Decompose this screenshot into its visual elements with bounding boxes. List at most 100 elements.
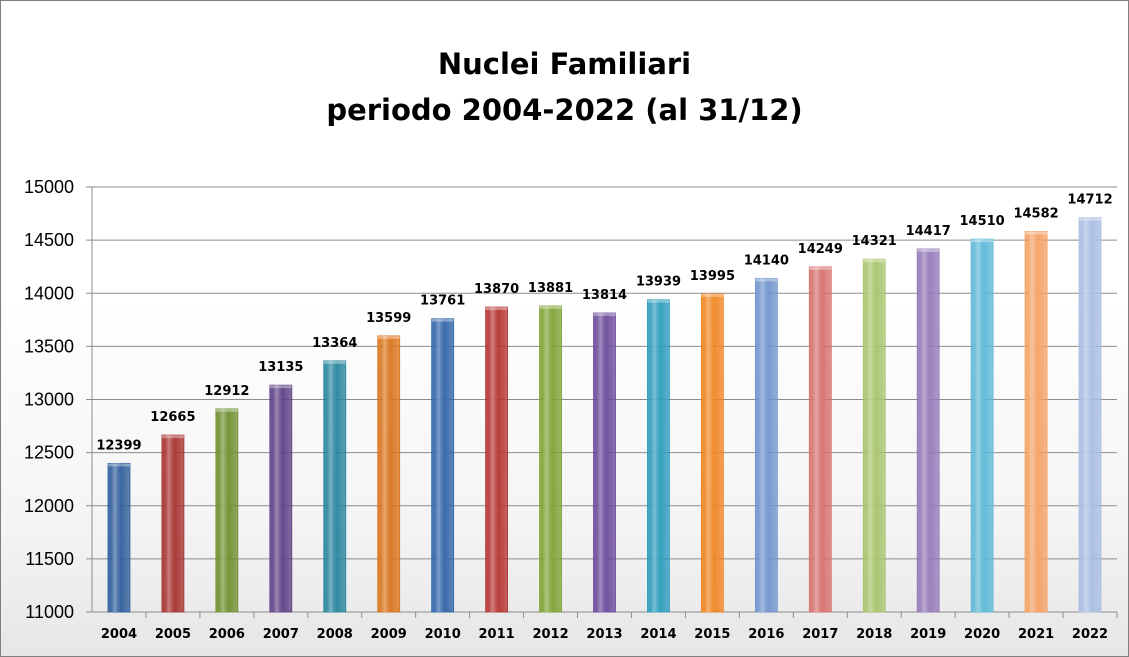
data-label: 14510 xyxy=(960,214,1005,229)
x-tick-label: 2013 xyxy=(586,627,622,642)
chart-title-line-2: periodo 2004-2022 (al 31/12) xyxy=(326,93,803,127)
x-tick-label: 2015 xyxy=(694,627,730,642)
chart-title-line-1: Nuclei Familiari xyxy=(437,47,692,81)
y-tick-label: 11000 xyxy=(25,602,74,622)
bar-cap xyxy=(539,305,562,309)
y-tick-label: 12000 xyxy=(24,496,74,516)
bar-highlight xyxy=(1082,217,1092,612)
data-label: 14417 xyxy=(906,224,951,239)
x-tick-label: 2007 xyxy=(263,627,299,642)
data-label: 12399 xyxy=(96,438,141,453)
bar-cap xyxy=(377,335,400,339)
bar-highlight xyxy=(866,259,877,612)
data-label: 13870 xyxy=(474,282,519,297)
bar-2004 xyxy=(107,462,131,613)
data-label: 13939 xyxy=(636,275,681,290)
bar-2022 xyxy=(1078,217,1102,613)
data-label: 14140 xyxy=(744,253,789,268)
bar-cap xyxy=(215,408,238,412)
bar-cap xyxy=(269,385,292,389)
bar-highlight xyxy=(650,299,661,612)
bar-cap xyxy=(971,239,994,243)
y-tick-label: 15000 xyxy=(24,177,74,197)
x-tick-label: 2020 xyxy=(964,627,1000,642)
bar-highlight xyxy=(380,335,391,612)
data-label: 13364 xyxy=(312,336,357,351)
bar-highlight xyxy=(488,307,499,612)
bar-highlight xyxy=(974,239,985,612)
bar-2014 xyxy=(647,299,670,613)
y-tick-label: 11500 xyxy=(25,549,74,569)
bar-cap xyxy=(917,248,940,252)
bar-highlight xyxy=(272,385,283,612)
chart-title: Nuclei Familiari periodo 2004-2022 (al 3… xyxy=(1,41,1128,133)
x-tick-label: 2009 xyxy=(371,627,407,642)
x-tick-label: 2022 xyxy=(1072,627,1108,642)
bar-2007 xyxy=(269,384,293,613)
bar-cap xyxy=(1079,217,1102,221)
labels: 11000 11500 12000 12500 13000 13500 14000 14500… xyxy=(24,177,1113,642)
bar-2015 xyxy=(700,293,724,613)
bar-cap xyxy=(323,360,346,364)
x-tick-label: 2021 xyxy=(1018,627,1054,642)
bar-cap xyxy=(755,278,778,282)
x-tick-label: 2006 xyxy=(209,627,245,642)
y-tick-label: 14000 xyxy=(24,283,74,303)
bar-cap xyxy=(701,293,724,297)
x-tick-label: 2010 xyxy=(425,627,461,642)
x-tick-label: 2008 xyxy=(317,627,353,642)
bar-cap xyxy=(647,299,670,303)
bars xyxy=(107,217,1102,613)
bar-highlight xyxy=(164,435,175,612)
bar-2006 xyxy=(215,408,239,613)
data-label: 13135 xyxy=(258,360,303,375)
x-tick-label: 2014 xyxy=(640,627,676,642)
bar-highlight xyxy=(920,248,931,612)
data-label: 13761 xyxy=(420,294,465,309)
bar-2009 xyxy=(377,335,401,613)
bar-2017 xyxy=(808,266,832,613)
data-label: 13881 xyxy=(528,281,573,296)
data-label: 12665 xyxy=(150,410,195,425)
bar-cap xyxy=(485,307,508,311)
bar-cap xyxy=(863,259,886,263)
bar-2013 xyxy=(593,312,616,613)
bar-2020 xyxy=(970,238,994,613)
bar-highlight xyxy=(704,293,715,612)
bar-2012 xyxy=(539,305,562,613)
bar-2016 xyxy=(754,277,778,613)
x-tick-label: 2012 xyxy=(532,627,568,642)
bar-cap xyxy=(1025,231,1048,235)
bar-2010 xyxy=(431,318,455,613)
bar-highlight xyxy=(326,360,337,612)
bar-2018 xyxy=(862,258,886,613)
data-label: 13814 xyxy=(582,288,627,303)
data-label: 13599 xyxy=(366,311,411,326)
bar-2019 xyxy=(916,248,940,613)
y-tick-label: 12500 xyxy=(24,443,74,463)
data-label: 14582 xyxy=(1013,206,1058,221)
bar-highlight xyxy=(1028,231,1038,612)
bar-cap xyxy=(107,463,130,467)
x-tick-label: 2004 xyxy=(101,627,137,642)
data-label: 14712 xyxy=(1067,193,1112,208)
x-tick-label: 2018 xyxy=(856,627,892,642)
bar-highlight xyxy=(758,278,769,612)
y-tick-label: 13500 xyxy=(24,336,74,356)
x-tick-label: 2016 xyxy=(748,627,784,642)
bar-2008 xyxy=(323,360,347,613)
x-tick-label: 2017 xyxy=(802,627,838,642)
bar-2005 xyxy=(161,434,185,613)
bar-highlight xyxy=(434,318,445,612)
data-label: 12912 xyxy=(204,384,249,399)
bar-highlight xyxy=(542,305,553,612)
bar-cap xyxy=(593,313,616,317)
bar-2021 xyxy=(1024,231,1048,613)
bar-highlight xyxy=(812,266,823,612)
y-tick-label: 13000 xyxy=(24,390,74,410)
bar-cap xyxy=(431,318,454,322)
x-tick-label: 2005 xyxy=(155,627,191,642)
x-tick-label: 2011 xyxy=(479,627,515,642)
